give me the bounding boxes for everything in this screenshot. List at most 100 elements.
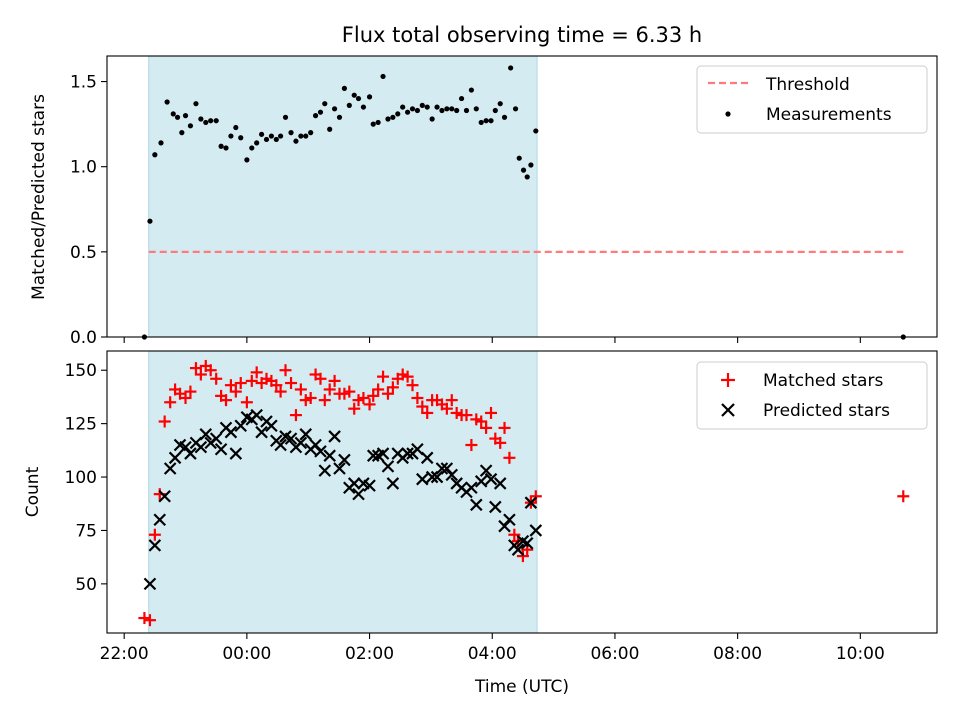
measurements-point — [370, 121, 376, 127]
predicted-stars-point — [479, 464, 493, 477]
predicted-stars-point — [184, 447, 197, 460]
measurements-point — [385, 116, 391, 122]
predicted-stars-point — [524, 496, 538, 509]
predicted-stars-point — [143, 577, 157, 591]
predicted-stars-point — [333, 462, 346, 475]
measurements-point — [218, 143, 224, 149]
legend-threshold-label: Threshold — [765, 75, 850, 95]
predicted-stars-point — [347, 477, 361, 490]
predicted-stars-point — [401, 447, 414, 460]
measurements-point — [193, 101, 199, 107]
measurements-point — [174, 114, 181, 120]
x-axis-label: Time (UTC) — [474, 677, 569, 697]
measurements-point — [444, 106, 450, 112]
matched-stars-point — [406, 379, 419, 392]
matched-stars-point — [386, 381, 399, 394]
matched-stars-point — [503, 451, 516, 464]
bottom-y-tick-label: 50 — [75, 575, 97, 595]
predicted-stars-point — [284, 432, 298, 445]
measurements-point — [434, 104, 440, 110]
matched-stars-point — [314, 372, 327, 385]
predicted-stars-point — [493, 477, 507, 490]
measurements-point — [478, 119, 484, 126]
matched-stars-point — [465, 439, 478, 451]
measurements-point — [303, 133, 309, 139]
matched-stars-point — [323, 383, 336, 396]
predicted-stars-point — [194, 440, 208, 454]
predicted-stars-point — [435, 462, 449, 475]
measurements-point — [322, 101, 328, 107]
predicted-stars-point — [529, 524, 543, 537]
top-y-tick-label: 0.5 — [70, 243, 97, 263]
matched-stars-point — [194, 368, 207, 381]
measurements-point — [152, 152, 158, 158]
measurements-point — [346, 102, 352, 108]
measurements-point — [179, 130, 185, 136]
matched-stars-point — [220, 394, 233, 407]
matched-stars-point — [485, 406, 498, 419]
matched-stars-point — [372, 383, 385, 396]
measurements-point — [439, 107, 445, 114]
matched-stars-point — [416, 400, 429, 413]
measurements-point — [213, 118, 219, 124]
measurements-point — [312, 113, 319, 119]
top-panel: 0.0 0.5 1.0 1.5 — [70, 55, 938, 348]
measurements-point — [293, 138, 299, 144]
bottom-observing-window — [148, 350, 538, 634]
matched-stars-point — [279, 364, 292, 377]
measurements-point — [238, 135, 244, 141]
measurements-point — [327, 126, 333, 132]
legend-matched-marker — [721, 373, 735, 387]
measurements-point — [158, 140, 164, 146]
legend-predicted-label: Predicted stars — [763, 401, 890, 421]
measurements-point — [187, 123, 194, 129]
matched-stars-point — [498, 421, 511, 434]
predicted-stars-point — [234, 419, 248, 433]
predicted-stars-point — [318, 464, 332, 477]
matched-stars-point — [289, 409, 302, 422]
matched-stars-point — [318, 394, 331, 407]
predicted-stars-point — [163, 462, 177, 475]
bottom-axes-frame — [106, 350, 938, 634]
matched-stars-point — [445, 394, 458, 407]
matched-stars-point — [224, 379, 237, 392]
predicted-stars-point — [153, 513, 167, 527]
measurements-point — [298, 133, 304, 139]
predicted-stars-point — [299, 428, 313, 441]
predicted-stars-point — [411, 442, 424, 456]
measurements-point — [520, 167, 527, 173]
measurements-point — [317, 109, 324, 115]
measurements-point — [331, 106, 338, 112]
matched-stars-point — [240, 396, 253, 409]
measurements-point — [355, 95, 362, 102]
matched-stars-point — [234, 377, 247, 390]
measurements-point — [468, 87, 474, 93]
matched-stars-point — [480, 421, 493, 434]
predicted-stars-point — [386, 477, 400, 490]
measurements-point — [351, 92, 357, 98]
matched-stars-point — [421, 406, 434, 419]
bottom-y-tick-label: 150 — [65, 361, 97, 381]
legend-measurements-marker — [725, 111, 731, 117]
matched-stars-point — [210, 372, 223, 385]
measurements-point — [400, 104, 406, 110]
bottom-legend: Matched stars Predicted stars — [696, 361, 928, 430]
top-observing-window — [148, 55, 538, 338]
matched-stars-point — [475, 415, 488, 428]
predicted-stars-point — [294, 436, 308, 450]
measurements-point — [404, 109, 411, 115]
matched-stars-point — [494, 436, 507, 449]
measurements-point — [533, 128, 539, 134]
predicted-stars-point — [503, 513, 516, 527]
matched-stars-point — [250, 366, 263, 379]
matched-stars-point — [229, 385, 242, 398]
measurements-point — [497, 101, 503, 107]
matched-stars-point — [179, 392, 192, 404]
measurements-point — [268, 133, 275, 139]
x-tick-label: 00:00 — [222, 644, 271, 664]
matched-stars-point — [164, 396, 177, 409]
matched-stars-point — [440, 402, 453, 415]
predicted-stars-point — [168, 451, 182, 465]
measurements-point — [254, 140, 260, 146]
